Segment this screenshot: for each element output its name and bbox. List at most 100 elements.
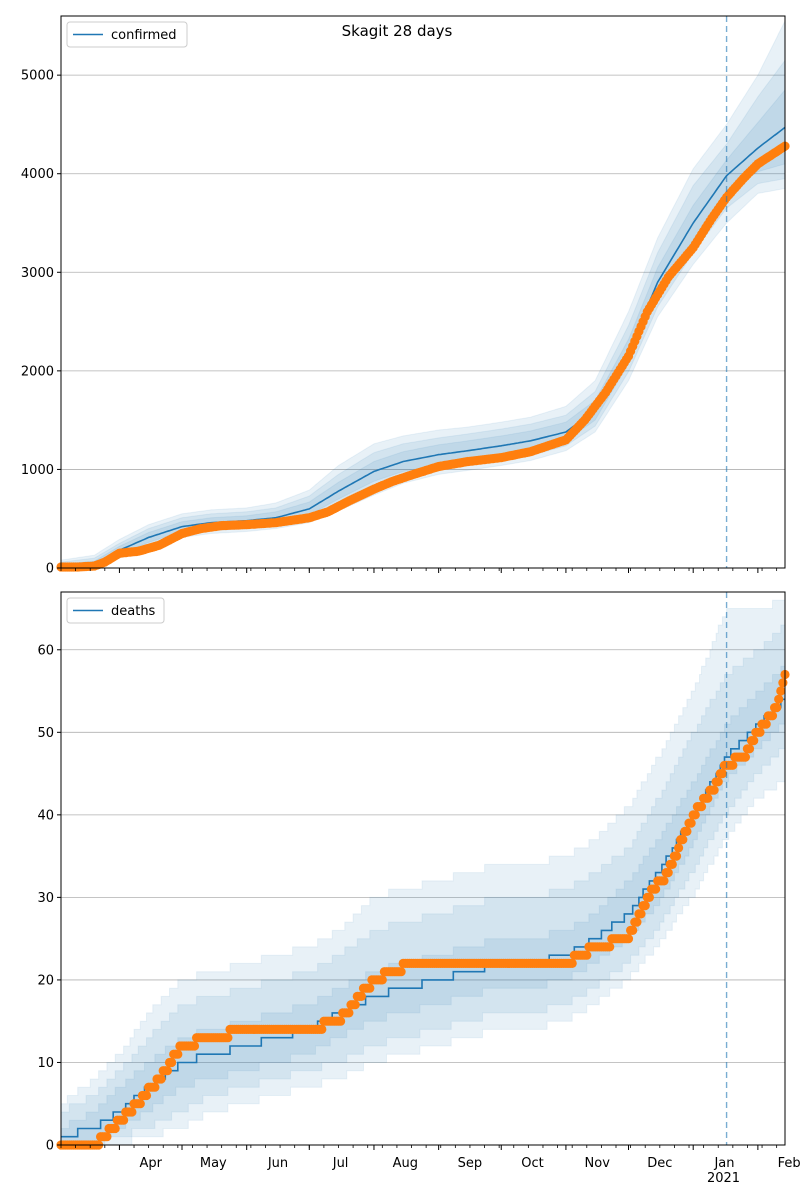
observed-point bbox=[659, 876, 669, 886]
observed-point bbox=[173, 1049, 183, 1059]
observed-point bbox=[356, 991, 366, 1002]
observed-point bbox=[317, 1024, 327, 1034]
legend-box bbox=[66, 597, 165, 624]
y-tick-label: 4000 bbox=[21, 167, 54, 182]
observed-point bbox=[636, 909, 646, 919]
observed-point bbox=[667, 859, 677, 870]
y-tick-label: 0 bbox=[46, 562, 54, 577]
observed-point bbox=[728, 760, 738, 770]
observed-point bbox=[396, 967, 406, 977]
observed-point bbox=[686, 818, 696, 828]
model-line bbox=[60, 126, 786, 567]
observed-point bbox=[651, 884, 661, 894]
observed-point bbox=[644, 892, 655, 903]
y-tick-label: 5000 bbox=[21, 69, 54, 84]
legend: confirmed bbox=[66, 21, 188, 48]
figure-title: Skagit 28 days bbox=[342, 22, 453, 40]
observed-point bbox=[156, 1074, 166, 1084]
observed-point bbox=[663, 868, 673, 878]
observed-point bbox=[740, 752, 751, 762]
observed-point bbox=[774, 694, 784, 704]
y-tick-label: 0 bbox=[46, 1139, 54, 1154]
x-year-label: 2021 bbox=[707, 1171, 740, 1186]
confirmed-panel: 0 1000 2000 3000 4000 5000 confirmed bbox=[21, 15, 790, 577]
x-tick-label: Jul bbox=[332, 1156, 349, 1171]
y-tick-label: 20 bbox=[37, 973, 54, 988]
plot-frame bbox=[60, 591, 786, 1146]
observed-point bbox=[350, 1000, 360, 1010]
observed-point bbox=[135, 1099, 145, 1109]
observed-point bbox=[744, 744, 755, 754]
observed-point bbox=[703, 793, 713, 803]
observed-point bbox=[167, 1057, 177, 1068]
observed-point bbox=[778, 678, 788, 688]
observed-point bbox=[127, 1107, 137, 1117]
y-tick-label: 3000 bbox=[21, 266, 54, 281]
x-tick-label: Apr bbox=[139, 1156, 162, 1171]
y-tick-label: 40 bbox=[37, 808, 54, 823]
observed-point bbox=[671, 851, 682, 861]
observed-point bbox=[776, 686, 786, 696]
x-tick-label: Jun bbox=[267, 1156, 288, 1171]
observed-point bbox=[772, 703, 782, 713]
y-tick-label: 1000 bbox=[21, 463, 54, 478]
observed-point bbox=[749, 736, 759, 746]
observed-point bbox=[628, 925, 638, 936]
uncertainty-band bbox=[60, 599, 786, 1146]
uncertainty-band bbox=[60, 58, 786, 569]
y-tick-label: 30 bbox=[37, 891, 54, 906]
observed-point bbox=[640, 901, 650, 911]
observed-point bbox=[365, 983, 375, 993]
observed-point bbox=[150, 1082, 160, 1092]
observed-point bbox=[567, 958, 577, 969]
observed-point bbox=[102, 1132, 112, 1142]
observed-point bbox=[678, 835, 688, 845]
y-tick-label: 10 bbox=[37, 1056, 54, 1071]
x-tick-label: Nov bbox=[585, 1156, 611, 1171]
uncertainty-band bbox=[60, 20, 786, 569]
x-tick-label: May bbox=[200, 1156, 227, 1171]
x-tick-label: Feb bbox=[778, 1156, 800, 1171]
y-tick-label: 50 bbox=[37, 726, 54, 741]
observed-point bbox=[377, 975, 387, 985]
observed-point bbox=[696, 802, 707, 812]
observed-point bbox=[717, 769, 728, 779]
observed-point bbox=[344, 1008, 354, 1018]
observed-point bbox=[110, 1123, 120, 1134]
plot-frame bbox=[60, 15, 786, 569]
observed-point bbox=[605, 942, 615, 952]
observed-point bbox=[189, 1041, 200, 1051]
deaths-panel: 0 10 20 30 40 50 60 Apr May Jun Jul Aug Sep Oct Nov Dec… bbox=[37, 591, 800, 1186]
observed-point bbox=[713, 777, 723, 787]
observed-point bbox=[690, 810, 700, 820]
observed-point bbox=[162, 1066, 172, 1076]
observed-point bbox=[761, 719, 771, 729]
x-tick-label: Dec bbox=[647, 1156, 672, 1171]
x-tick-label: Sep bbox=[458, 1156, 483, 1171]
y-tick-label: 60 bbox=[37, 643, 54, 658]
observed-point bbox=[709, 785, 719, 795]
observed-point bbox=[767, 711, 778, 721]
legend-box bbox=[66, 21, 188, 48]
x-tick-label: Oct bbox=[521, 1156, 543, 1171]
legend-label: confirmed bbox=[111, 28, 177, 43]
x-tick-label: Aug bbox=[393, 1156, 418, 1171]
observed-point bbox=[119, 1115, 129, 1125]
uncertainty-band bbox=[60, 88, 786, 569]
uncertainty-band bbox=[60, 624, 786, 1146]
observed-point bbox=[682, 826, 692, 837]
legend: deaths bbox=[66, 597, 165, 624]
observed-point bbox=[582, 950, 592, 960]
observed-point bbox=[755, 727, 765, 737]
x-tick-label: Jan bbox=[713, 1156, 734, 1171]
observed-point bbox=[336, 1016, 346, 1026]
observed-point bbox=[223, 1033, 233, 1043]
observed-point bbox=[141, 1090, 152, 1101]
observed-point bbox=[623, 934, 634, 944]
legend-label: deaths bbox=[111, 604, 156, 619]
y-tick-label: 2000 bbox=[21, 364, 54, 379]
observed-point bbox=[632, 917, 642, 927]
observed-point bbox=[674, 843, 684, 853]
